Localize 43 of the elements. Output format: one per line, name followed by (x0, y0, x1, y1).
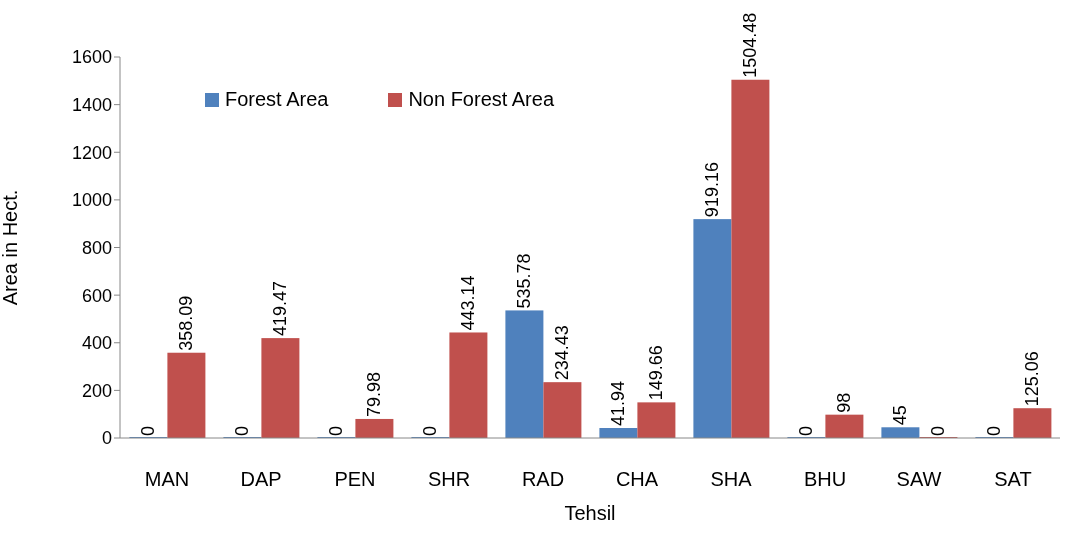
y-tick-label: 400 (81, 333, 112, 354)
data-label: 0 (138, 425, 159, 436)
data-label: 79.98 (364, 371, 385, 417)
data-label: 535.78 (514, 253, 535, 309)
data-label: 0 (232, 425, 253, 436)
y-tick-label: 200 (81, 380, 112, 401)
x-tick-label: MAN (144, 468, 190, 491)
x-tick-label: BHU (803, 468, 847, 491)
y-axis-title: Area in Hect. (0, 189, 22, 306)
data-label: 98 (834, 392, 855, 413)
x-tick-label: SHA (710, 468, 753, 491)
legend-label: Forest Area (225, 88, 329, 111)
x-tick-label: SHR (427, 468, 471, 491)
data-label: 443.14 (458, 275, 479, 331)
data-label: 125.06 (1022, 351, 1043, 407)
y-tick-label: 1000 (71, 190, 112, 211)
legend-label: Non Forest Area (408, 88, 555, 111)
x-tick-label: SAW (896, 468, 942, 491)
data-label: 1504.48 (740, 12, 761, 78)
data-label: 358.09 (176, 295, 197, 351)
x-tick-label: DAP (240, 468, 282, 491)
y-tick-label: 0 (101, 428, 112, 449)
y-tick-label: 1200 (71, 142, 112, 163)
data-label: 234.43 (552, 325, 573, 381)
y-tick-label: 800 (81, 237, 112, 258)
x-tick-label: SAT (994, 468, 1032, 491)
data-label: 919.16 (702, 162, 723, 218)
y-tick-label: 1600 (71, 47, 112, 68)
x-tick-label: PEN (334, 468, 376, 491)
data-label: 0 (928, 425, 949, 436)
x-axis-title: Tehsil (564, 502, 616, 524)
x-tick-label: CHA (615, 468, 659, 491)
data-label: 0 (796, 425, 817, 436)
data-label: 0 (984, 425, 1005, 436)
data-label: 149.66 (646, 345, 667, 401)
y-tick-label: 1400 (71, 95, 112, 116)
data-label: 0 (326, 425, 347, 436)
y-tick-label: 600 (81, 285, 112, 306)
data-label: 419.47 (270, 281, 291, 337)
data-label: 0 (420, 425, 441, 436)
data-label: 41.94 (608, 380, 629, 427)
data-label: 45 (890, 405, 911, 426)
x-tick-label: RAD (521, 468, 565, 491)
